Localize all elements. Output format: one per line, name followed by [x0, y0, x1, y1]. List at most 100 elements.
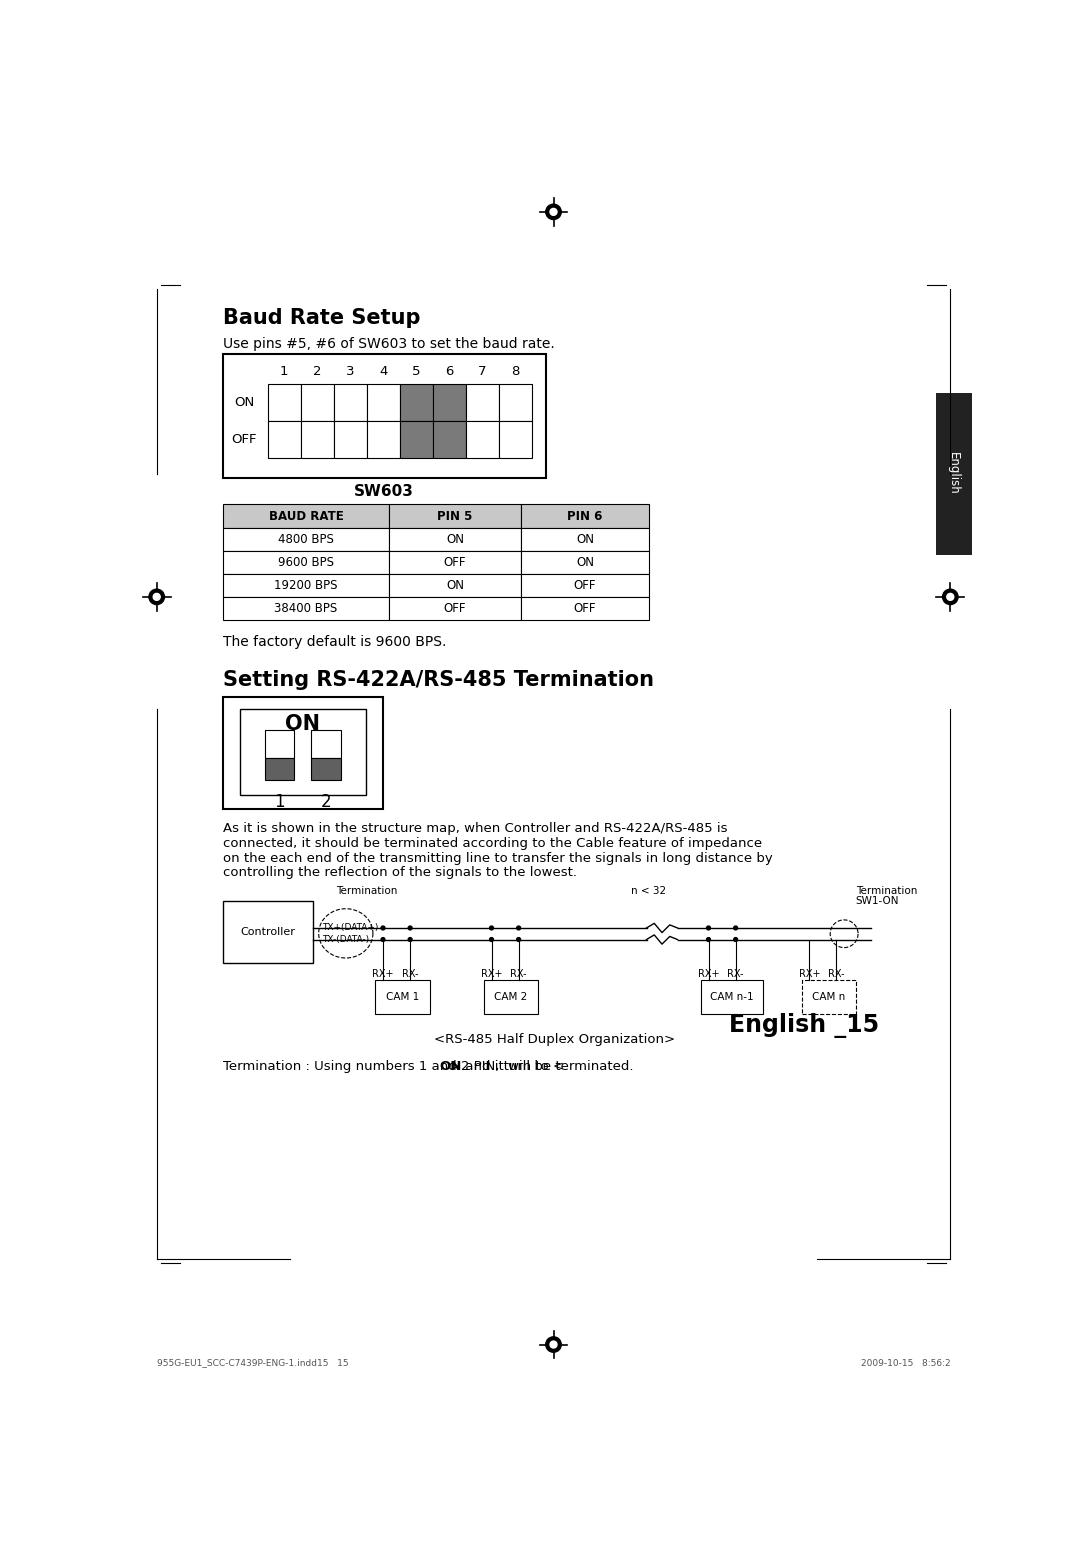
Text: RX+: RX+ — [373, 969, 394, 979]
Circle shape — [153, 593, 160, 601]
Circle shape — [706, 926, 711, 929]
Text: TX+(DATA+): TX+(DATA+) — [323, 923, 379, 932]
Text: ON: ON — [576, 533, 594, 546]
Bar — [311, 730, 341, 758]
Text: CAM n: CAM n — [812, 992, 846, 1002]
Bar — [265, 730, 294, 758]
Circle shape — [149, 589, 164, 604]
Bar — [484, 980, 538, 1014]
Circle shape — [516, 937, 521, 942]
Text: The factory default is 9600 BPS.: The factory default is 9600 BPS. — [222, 635, 446, 649]
Text: Controller: Controller — [241, 926, 295, 937]
Circle shape — [706, 937, 711, 942]
Text: 8: 8 — [511, 365, 519, 378]
Bar — [268, 421, 300, 458]
Text: ON: ON — [440, 1060, 462, 1074]
Text: Termination : Using numbers 1 and 2 PIN, turn to <: Termination : Using numbers 1 and 2 PIN,… — [222, 1060, 564, 1074]
Text: 9600 BPS: 9600 BPS — [278, 556, 334, 569]
Bar — [389, 527, 521, 550]
Bar — [465, 421, 499, 458]
Text: PIN 5: PIN 5 — [437, 510, 473, 522]
Text: 3: 3 — [346, 365, 354, 378]
Circle shape — [516, 926, 521, 929]
Text: 5: 5 — [411, 365, 420, 378]
Text: controlling the reflection of the signals to the lowest.: controlling the reflection of the signal… — [222, 866, 577, 880]
Text: <RS-485 Half Duplex Organization>: <RS-485 Half Duplex Organization> — [434, 1034, 675, 1046]
Bar — [300, 384, 334, 421]
Bar — [366, 421, 400, 458]
Text: on the each end of the transmitting line to transfer the signals in long distanc: on the each end of the transmitting line… — [222, 852, 772, 865]
Text: ON: ON — [576, 556, 594, 569]
Circle shape — [381, 926, 384, 929]
Bar — [366, 384, 400, 421]
Circle shape — [550, 1341, 557, 1348]
Text: 2: 2 — [321, 794, 332, 811]
Text: RX-: RX- — [727, 969, 744, 979]
Bar — [465, 384, 499, 421]
Text: TX-(DATA-): TX-(DATA-) — [323, 935, 369, 945]
Text: Baud Rate Setup: Baud Rate Setup — [222, 308, 420, 328]
Text: 6: 6 — [445, 365, 454, 378]
Text: RX-: RX- — [402, 969, 418, 979]
Bar — [222, 901, 313, 963]
Bar — [375, 980, 430, 1014]
Bar — [701, 980, 762, 1014]
Bar — [521, 504, 649, 527]
Text: > and it will be terminated.: > and it will be terminated. — [449, 1060, 633, 1074]
Text: SW1-ON: SW1-ON — [855, 895, 900, 906]
Bar — [499, 384, 531, 421]
Circle shape — [489, 926, 494, 929]
Bar — [389, 596, 521, 619]
Bar — [222, 697, 383, 809]
Text: OFF: OFF — [444, 603, 467, 615]
Circle shape — [408, 937, 413, 942]
Text: PIN 6: PIN 6 — [567, 510, 603, 522]
Text: Termination: Termination — [855, 886, 917, 895]
Bar — [433, 384, 465, 421]
Text: OFF: OFF — [444, 556, 467, 569]
Circle shape — [408, 926, 413, 929]
Text: CAM n-1: CAM n-1 — [710, 992, 754, 1002]
Bar — [389, 550, 521, 573]
Bar — [521, 527, 649, 550]
Text: English _15: English _15 — [729, 1012, 879, 1037]
Text: Termination: Termination — [337, 886, 397, 895]
Circle shape — [489, 937, 494, 942]
Text: 38400 BPS: 38400 BPS — [274, 603, 338, 615]
Circle shape — [733, 937, 738, 942]
Bar — [521, 550, 649, 573]
Text: ON: ON — [234, 396, 255, 408]
Bar — [400, 421, 433, 458]
Bar — [935, 393, 972, 555]
Text: ON: ON — [285, 713, 321, 734]
Text: RX-: RX- — [828, 969, 845, 979]
Text: As it is shown in the structure map, when Controller and RS-422A/RS-485 is: As it is shown in the structure map, whe… — [222, 823, 727, 835]
Text: English: English — [947, 453, 960, 495]
Bar — [801, 980, 855, 1014]
Bar — [334, 421, 366, 458]
Bar — [499, 421, 531, 458]
Text: CAM 1: CAM 1 — [386, 992, 419, 1002]
Text: ON: ON — [446, 579, 464, 592]
Text: 1: 1 — [280, 365, 288, 378]
Bar — [521, 573, 649, 596]
Text: CAM 2: CAM 2 — [495, 992, 527, 1002]
Bar — [222, 596, 389, 619]
Text: OFF: OFF — [573, 579, 596, 592]
Text: ON: ON — [446, 533, 464, 546]
Text: Use pins #5, #6 of SW603 to set the baud rate.: Use pins #5, #6 of SW603 to set the baud… — [222, 337, 554, 351]
Circle shape — [947, 593, 954, 601]
Text: 4800 BPS: 4800 BPS — [278, 533, 334, 546]
Text: BAUD RATE: BAUD RATE — [269, 510, 343, 522]
Bar — [334, 384, 366, 421]
Bar — [268, 384, 300, 421]
Bar — [240, 709, 366, 795]
Text: RX-: RX- — [511, 969, 527, 979]
Text: 955G-EU1_SCC-C7439P-ENG-1.indd15   15: 955G-EU1_SCC-C7439P-ENG-1.indd15 15 — [157, 1359, 349, 1367]
Text: 19200 BPS: 19200 BPS — [274, 579, 338, 592]
Bar — [400, 384, 433, 421]
Bar — [222, 573, 389, 596]
Bar — [222, 550, 389, 573]
Text: connected, it should be terminated according to the Cable feature of impedance: connected, it should be terminated accor… — [222, 837, 761, 851]
Text: RX+: RX+ — [698, 969, 719, 979]
